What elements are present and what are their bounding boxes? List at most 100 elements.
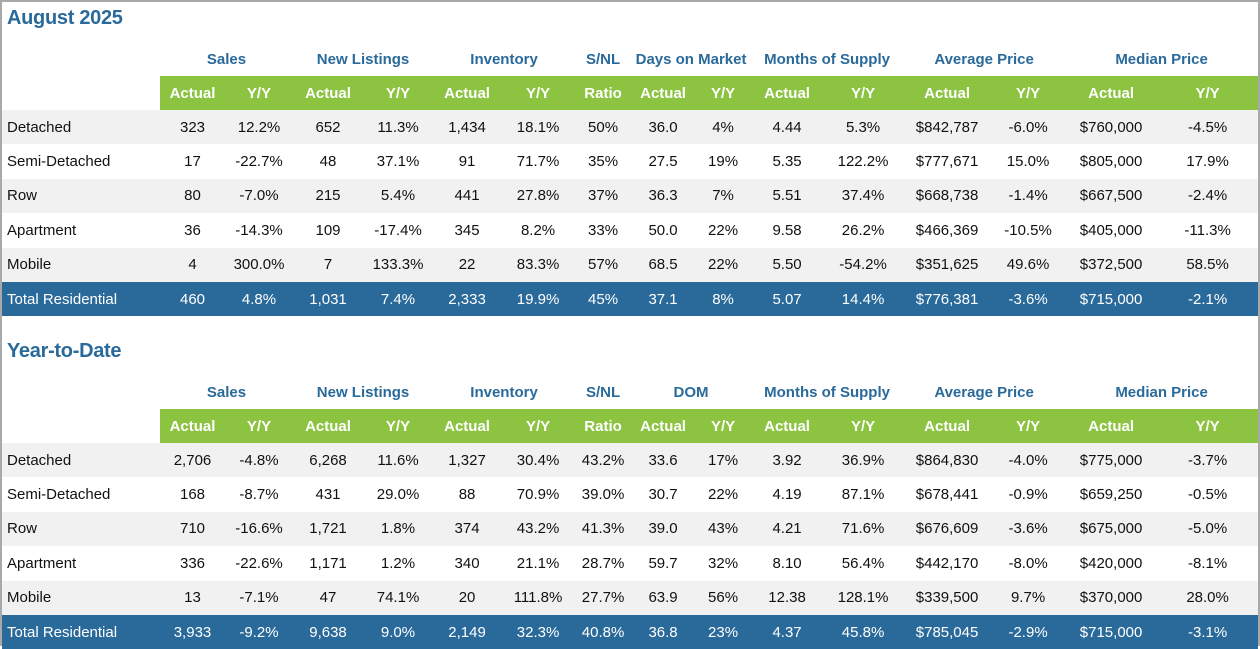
table-cell: 11.3% [363,110,434,145]
table-cell: 36 [184,221,201,239]
table-cell: -17.4% [374,221,422,239]
table-cell: 26.2% [841,221,885,239]
table-cell: 710 [160,511,225,547]
table-cell: -2.4% [1157,178,1259,214]
table-cell: 36.0 [631,110,696,145]
row-label: Row [2,178,160,214]
group-header: Average Price [934,383,1034,401]
table-cell: 50.0 [648,221,678,239]
table-cell: -4.5% [1157,110,1259,145]
table-cell: -7.0% [225,178,294,214]
table-cell: 43.2% [501,511,576,547]
table-row: Mobile 4 300.0% 7 133.3% 22 83.3% 57% 68.5 22% 5.5… [2,247,1259,282]
table-cell: 27.7% [575,580,632,615]
total-row: Total Residential 3,933 -9.2% 9,638 9.0% 2,14… [2,614,1259,649]
sub-header: Y/Y [501,76,576,110]
table-cell: 652 [293,110,364,145]
table-cell: 80 [160,178,225,214]
table-cell: 133.3% [363,247,434,282]
table-cell: $777,671 [915,153,979,171]
table-cell: 91 [458,153,476,171]
table-cell: -7.1% [225,580,294,615]
group-header: S/NL [585,50,621,68]
table-cell: 33% [588,221,619,239]
sub-header-row: Actual Y/Y Actual Y/Y Actual Y/Y Ratio Actual Y/… [2,409,1259,443]
table-cell: 4.44 [751,110,824,145]
table-cell: 2,706 [160,443,225,478]
table-cell: -6.0% [991,110,1066,145]
total-cell: 45.8% [823,614,904,649]
table-cell: 58.5% [1157,247,1259,282]
table-cell: -3.7% [1157,443,1259,478]
table-cell: 13 [160,580,225,615]
table-cell: 12.38 [751,580,824,615]
row-label: Apartment [7,554,77,572]
table-cell: 374 [433,511,502,547]
table-cell: 215 [293,178,364,214]
total-cell: -9.2% [225,614,294,649]
sub-header: Actual [433,409,502,443]
total-cell: 9,638 [293,614,364,649]
table-cell: 88 [458,486,476,504]
group-header: DOM [673,383,709,401]
table-cell: 39.0 [631,511,696,547]
table-cell: 5.51 [751,178,824,214]
table-cell: 32% [708,554,739,572]
sub-header: Y/Y [225,409,294,443]
section-august-2025: August 2025 Sales New Listings Inventory S/N… [2,0,1259,317]
table-row: Apartment 336 -22.6% 1,171 1.2% 340 21.1% 28.7%… [2,546,1258,580]
table-cell: -16.6% [225,511,294,547]
total-cell: 36.8 [631,614,696,649]
table-cell: 15.0% [1006,153,1050,171]
group-header: Months of Supply [764,50,890,68]
august-2025-title: August 2025 [7,7,123,29]
sub-header: Y/Y [1157,76,1259,110]
corner-blank [2,375,160,409]
table-cell: 1,434 [433,110,502,145]
table-cell: 39.0% [581,486,625,504]
table-cell: 18.1% [501,110,576,145]
sub-header: Actual [160,76,225,110]
total-cell: -3.1% [1157,614,1259,649]
table-cell: 37.4% [823,178,904,214]
table-cell: -8.1% [1187,554,1228,572]
table-cell: 5.3% [823,110,904,145]
table-cell: 5.4% [363,178,434,214]
table-cell: 70.9% [516,486,560,504]
table-cell: 56.4% [841,554,885,572]
table-cell: $370,000 [1065,580,1158,615]
row-label: Mobile [2,247,160,282]
table-cell: 43.2% [575,443,632,478]
total-cell: 7.4% [363,281,434,317]
table-cell: 323 [160,110,225,145]
table-cell: 47 [293,580,364,615]
group-header: Months of Supply [764,383,890,401]
table-cell: 30.7 [648,486,678,504]
table-cell: 122.2% [837,153,889,171]
total-cell: 460 [160,281,225,317]
table-cell: 22% [708,486,739,504]
sub-header: Y/Y [823,409,904,443]
table-cell: 27.8% [501,178,576,214]
sub-header: Actual [751,409,824,443]
table-cell: 28.0% [1157,580,1259,615]
table-cell: $842,787 [903,110,992,145]
total-cell: 37.1 [631,281,696,317]
table-cell: 7% [695,178,752,214]
table-cell: -10.5% [1004,221,1052,239]
group-header: S/NL [585,383,621,401]
table-cell: 48 [319,153,337,171]
total-cell: 40.8% [575,614,632,649]
table-cell: -11.3% [1184,221,1231,239]
total-cell: 4.37 [751,614,824,649]
total-label: Total Residential [2,281,160,317]
table-cell: $442,170 [915,554,979,572]
table-cell: 6,268 [293,443,364,478]
table-cell: $678,441 [915,486,979,504]
total-cell: 45% [575,281,632,317]
group-header-row: Sales New Listings Inventory S/NL Days on Ma… [2,42,1258,76]
total-cell: $715,000 [1065,614,1158,649]
table-cell: 41.3% [575,511,632,547]
table-cell: 17.9% [1186,153,1229,171]
table-cell: 59.7 [648,554,678,572]
